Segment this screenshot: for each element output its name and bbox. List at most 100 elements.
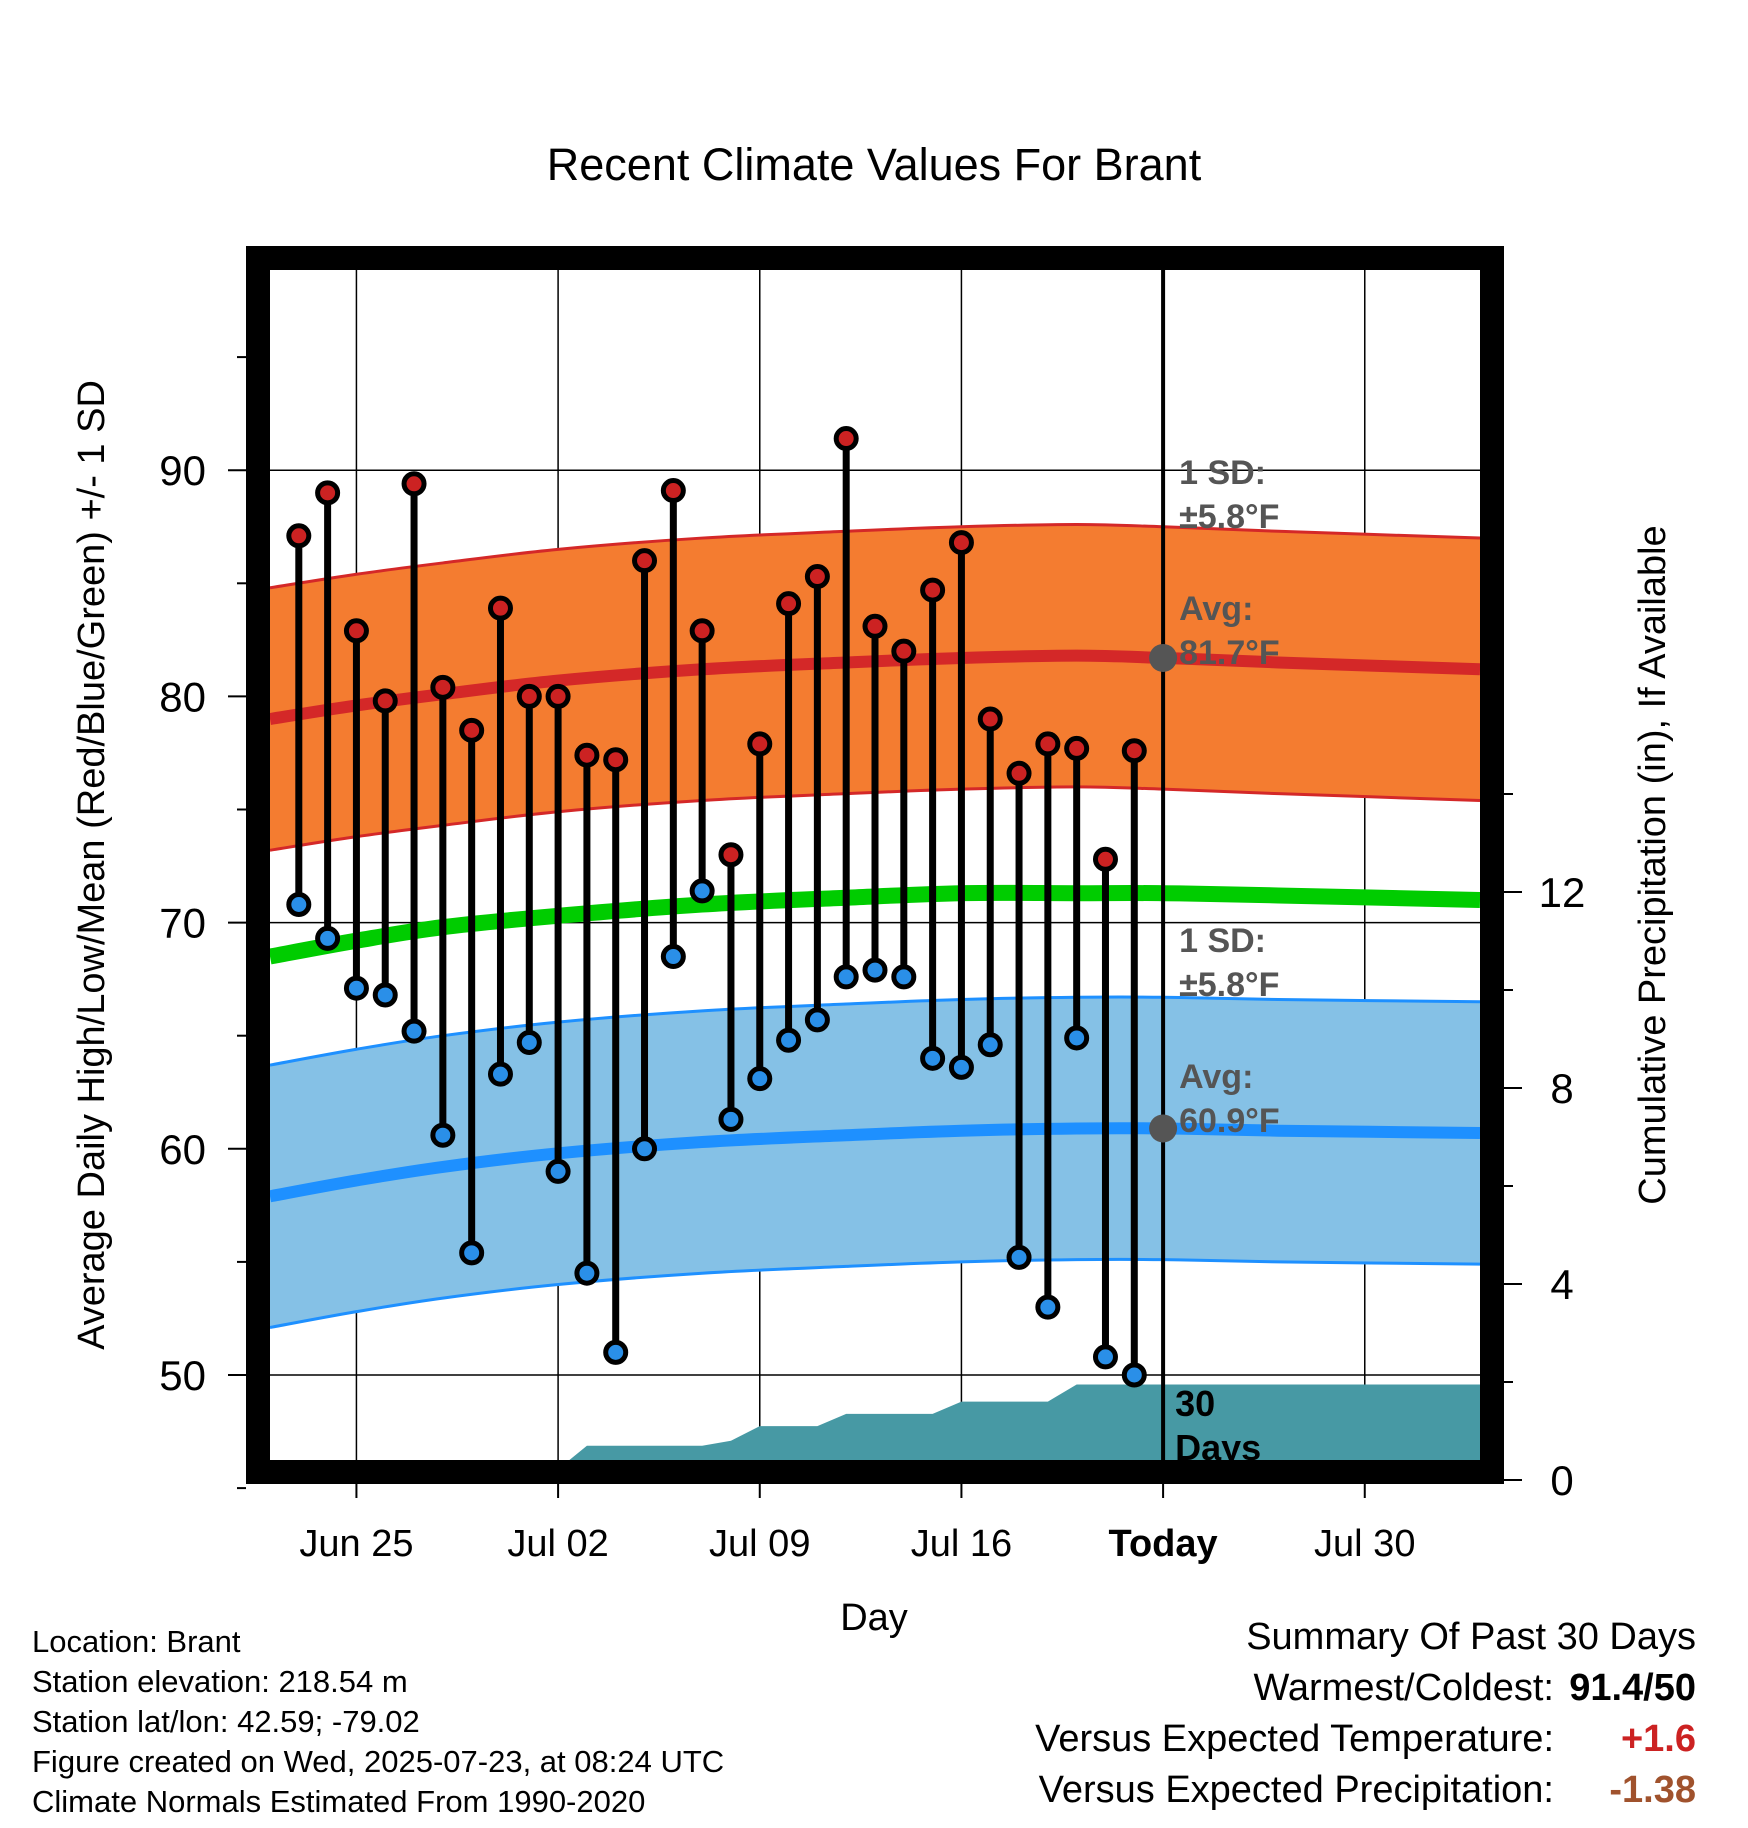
high-sd-label: 1 SD: [1179, 454, 1266, 492]
x-tick-label: Jul 09 [709, 1523, 810, 1565]
low-sd-value: ±5.8°F [1179, 966, 1279, 1004]
daily-high-point [1121, 738, 1147, 764]
daily-high-point [718, 842, 744, 868]
low-sd-label: 1 SD: [1179, 922, 1266, 960]
low-sd-band [270, 996, 1480, 1328]
daily-high-point [1035, 731, 1061, 757]
daily-high-point [459, 717, 485, 743]
x-tick-label: Today [1109, 1523, 1218, 1565]
daily-high-point [660, 478, 686, 504]
high-sd-value: ±5.8°F [1179, 498, 1279, 536]
daily-low-point [1006, 1244, 1032, 1270]
elevation-text: Station elevation: 218.54 m [32, 1664, 408, 1699]
plot-area: 1 SD: ±5.8°F Avg: 81.7°F 1 SD: ±5.8°F Avg: 60.9… [159, 246, 1586, 1565]
temp-label: Versus Expected Temperature: [1035, 1718, 1554, 1760]
warm-cold-label: Warmest/Coldest: [1253, 1667, 1554, 1709]
high-avg-value: 81.7°F [1179, 634, 1280, 672]
y-tick-label: 80 [159, 673, 206, 720]
daily-low-point [1121, 1362, 1147, 1388]
daily-low-point [833, 964, 859, 990]
daily-low-point [1064, 1025, 1090, 1051]
y-tick-label: 50 [159, 1352, 206, 1399]
daily-low-point [776, 1027, 802, 1053]
y2-tick-label: 12 [1539, 869, 1586, 916]
daily-high-point [343, 618, 369, 644]
summary-panel: Summary Of Past 30 Days Warmest/Coldest:… [1035, 1612, 1696, 1816]
daily-high-point [430, 674, 456, 700]
daily-low-point [516, 1029, 542, 1055]
daily-low-point [660, 944, 686, 970]
today-low-avg-marker [1149, 1114, 1178, 1143]
daily-low-point [747, 1066, 773, 1092]
daily-low-point [372, 982, 398, 1008]
warm-cold-row: Warmest/Coldest: 91.4/50 [1035, 1663, 1696, 1714]
plot-frame [246, 246, 1504, 1484]
low-avg-value: 60.9°F [1179, 1102, 1280, 1140]
daily-high-point [315, 480, 341, 506]
daily-low-point [603, 1339, 629, 1365]
y2-tick-label: 0 [1550, 1457, 1573, 1504]
daily-high-point [833, 426, 859, 452]
daily-high-point [804, 564, 830, 590]
warm-cold-value: 91.4/50 [1569, 1667, 1696, 1709]
low-band-upper-edge [270, 995, 1480, 1067]
daily-high-point [977, 706, 1003, 732]
y2-tick-label: 4 [1550, 1261, 1573, 1308]
daily-low-point [632, 1136, 658, 1162]
daily-high-point [689, 618, 715, 644]
daily-low-point [574, 1260, 600, 1286]
y-axis-label: Average Daily High/Low/Mean (Red/Blue/Gr… [71, 380, 113, 1350]
daily-low-point [343, 975, 369, 1001]
low-avg-label: Avg: [1179, 1058, 1253, 1096]
daily-low-point [977, 1032, 1003, 1058]
chart-title: Recent Climate Values For Brant [547, 139, 1202, 190]
daily-low-point [948, 1054, 974, 1080]
daily-high-point [574, 742, 600, 768]
summary-title: Summary Of Past 30 Days [1246, 1616, 1696, 1658]
daily-high-point [747, 731, 773, 757]
daily-high-point [1092, 846, 1118, 872]
daily-high-point [891, 638, 917, 664]
precip-days-label-1: 30 [1175, 1383, 1215, 1424]
daily-low-point [718, 1106, 744, 1132]
daily-low-point [689, 878, 715, 904]
normals-text: Climate Normals Estimated From 1990-2020 [32, 1784, 646, 1819]
normal-low-line [270, 1122, 1480, 1203]
daily-low-point [487, 1061, 513, 1087]
daily-low-point [1092, 1344, 1118, 1370]
daily-low-point [920, 1045, 946, 1071]
station-info: Location: Brant Station elevation: 218.5… [32, 1622, 724, 1822]
high-avg-label: Avg: [1179, 590, 1253, 628]
daily-low-point [545, 1158, 571, 1184]
y-tick-label: 90 [159, 447, 206, 494]
daily-low-point [1035, 1294, 1061, 1320]
y-tick-label: 70 [159, 900, 206, 947]
plot-content: 1 SD: ±5.8°F Avg: 81.7°F 1 SD: ±5.8°F Avg: 60.9… [270, 258, 1480, 1472]
daily-high-point [545, 683, 571, 709]
x-tick-label: Jul 16 [911, 1523, 1012, 1565]
y2-tick-label: 8 [1550, 1065, 1573, 1112]
daily-high-point [372, 688, 398, 714]
precip-label: Versus Expected Precipitation: [1038, 1769, 1554, 1811]
y-tick-label: 60 [159, 1126, 206, 1173]
daily-high-point [920, 577, 946, 603]
daily-low-point [401, 1018, 427, 1044]
y2-axis-label: Cumulative Precipitation (in), If Availa… [1632, 525, 1674, 1204]
daily-low-point [804, 1007, 830, 1033]
daily-low-point [891, 964, 917, 990]
today-high-avg-marker [1149, 643, 1178, 672]
daily-bars [286, 426, 1147, 1388]
temp-row: Versus Expected Temperature: +1.6 [1035, 1714, 1696, 1765]
precip-row: Versus Expected Precipitation: -1.38 [1035, 1765, 1696, 1816]
daily-low-point [459, 1240, 485, 1266]
daily-high-point [776, 591, 802, 617]
precip-area [270, 1384, 1480, 1472]
daily-high-point [1006, 760, 1032, 786]
daily-high-point [862, 613, 888, 639]
low-band-lower-edge [270, 1257, 1480, 1329]
daily-high-point [286, 523, 312, 549]
latlon-text: Station lat/lon: 42.59; -79.02 [32, 1704, 420, 1739]
axis-ticks: 50 60 70 80 90 0 4 8 12 Jun 25 Jul 02 Jul 09 Jul 16 T… [159, 356, 1586, 1565]
location-text: Location: Brant [32, 1624, 241, 1659]
x-tick-label: Jul 30 [1314, 1523, 1415, 1565]
